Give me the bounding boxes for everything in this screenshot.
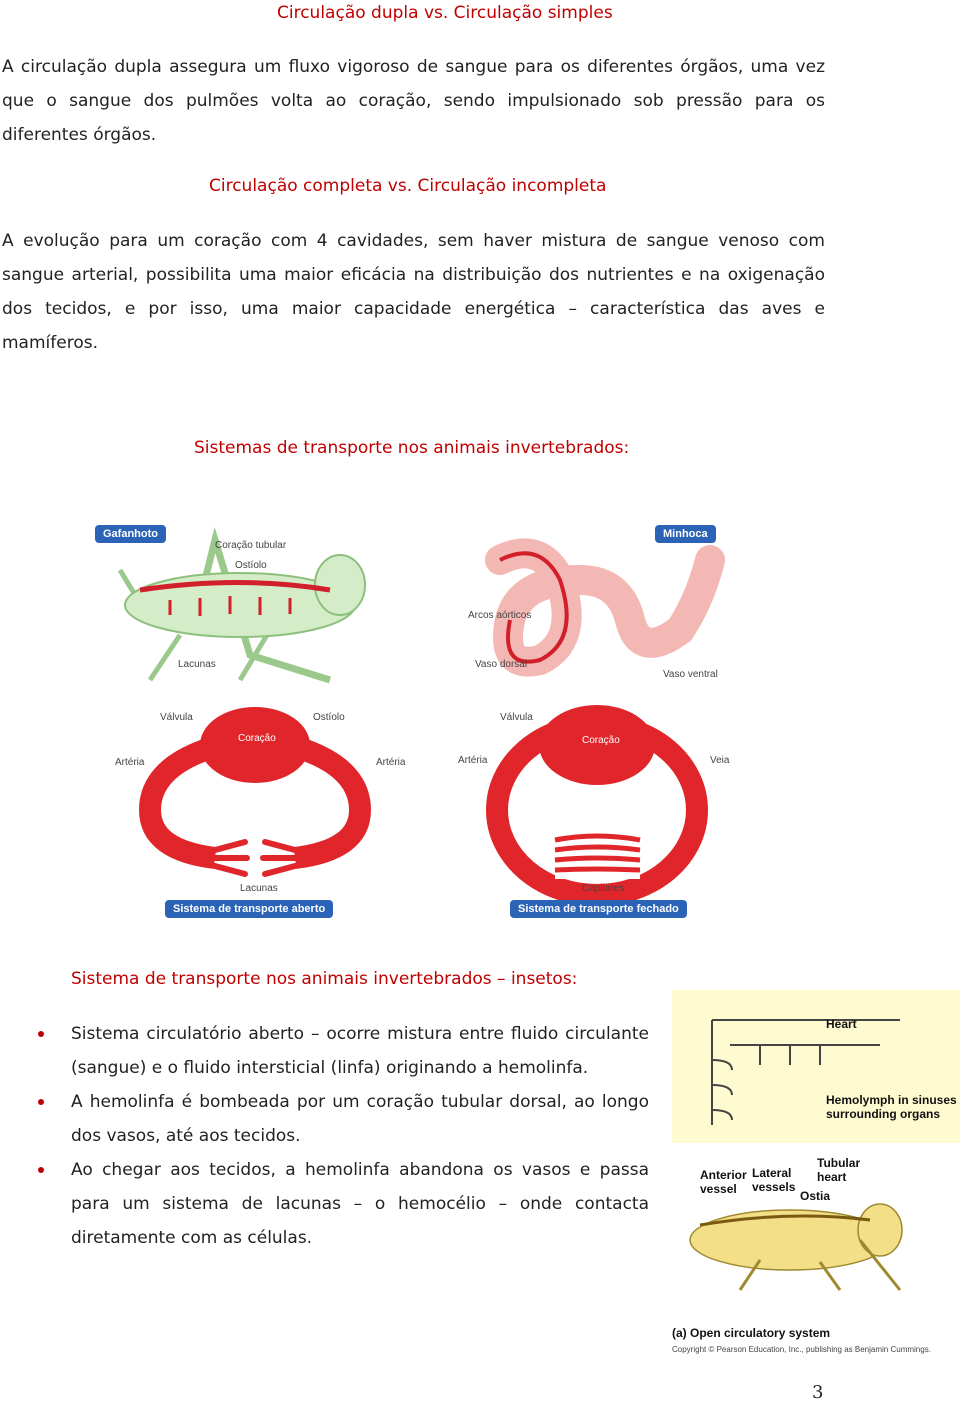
figure-label: Coração tubular <box>215 540 287 551</box>
open-system-illustration <box>138 707 372 877</box>
figure-caption: (a) Open circulatory system <box>672 1326 831 1340</box>
closed-system-illustration <box>486 705 708 906</box>
heading: Sistemas de transporte nos animais inver… <box>194 438 630 458</box>
heading: Circulação completa vs. Circulação incom… <box>209 176 607 196</box>
figure-label: Anterior vessel <box>700 1168 747 1196</box>
figure-label: Ostia <box>800 1189 831 1203</box>
figure-label: Ostíolo <box>235 560 267 571</box>
figure-label: Ostíolo <box>313 712 345 723</box>
figure-label: Válvula <box>160 712 193 723</box>
figure-label: Artéria <box>115 757 145 768</box>
figure-label: Capilares <box>582 883 625 894</box>
figure-label: Vaso dorsal <box>475 659 528 670</box>
figure-label: Lateral vessels <box>752 1166 796 1194</box>
figure-label: Coração <box>582 735 620 746</box>
page-number: 3 <box>812 1382 824 1403</box>
figure-label: Hemolymph in sinuses surrounding organs <box>826 1093 957 1121</box>
copyright: Copyright © Pearson Education, Inc., pub… <box>672 1345 931 1354</box>
badge: Gafanhoto <box>95 525 166 543</box>
bullet: A hemolinfa é bombeada por um coração tu… <box>38 1085 649 1153</box>
figure-label: Válvula <box>500 712 533 723</box>
grasshopper-illustration <box>117 526 366 684</box>
figure-label: Heart <box>826 1017 857 1031</box>
figure-label: Arcos aórticos <box>468 610 532 621</box>
open-circulatory-illustration <box>672 990 960 1291</box>
bullet: Sistema circulatório aberto – ocorre mis… <box>38 1017 649 1085</box>
figure-label: Lacunas <box>240 883 278 894</box>
bullet: Ao chegar aos tecidos, a hemolinfa aband… <box>38 1153 649 1255</box>
figure-label: Tubular heart <box>817 1156 861 1184</box>
figure-label: Artéria <box>458 755 488 766</box>
figure-label: Lacunas <box>178 659 216 670</box>
figure-label: Veia <box>710 755 730 766</box>
figure-label: Coração <box>238 733 276 744</box>
paragraph: A circulação dupla assegura um fluxo vig… <box>2 57 825 145</box>
heading: Sistema de transporte nos animais invert… <box>71 969 578 989</box>
badge: Minhoca <box>655 525 716 543</box>
figure-label: Artéria <box>376 757 406 768</box>
earthworm-illustration <box>485 538 725 677</box>
paragraph: A evolução para um coração com 4 cavidad… <box>2 231 825 353</box>
bullet-list: Sistema circulatório aberto – ocorre mis… <box>0 1017 649 1255</box>
badge: Sistema de transporte aberto <box>165 900 334 918</box>
figure-label: Vaso ventral <box>663 669 718 680</box>
heading: Circulação dupla vs. Circulação simples <box>277 3 613 23</box>
badge: Sistema de transporte fechado <box>510 900 687 918</box>
